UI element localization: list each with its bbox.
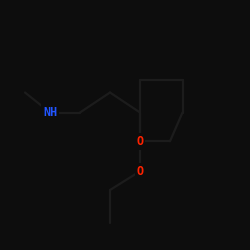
Text: O: O (136, 135, 143, 148)
Text: O: O (136, 165, 143, 178)
Text: NH: NH (43, 106, 57, 119)
